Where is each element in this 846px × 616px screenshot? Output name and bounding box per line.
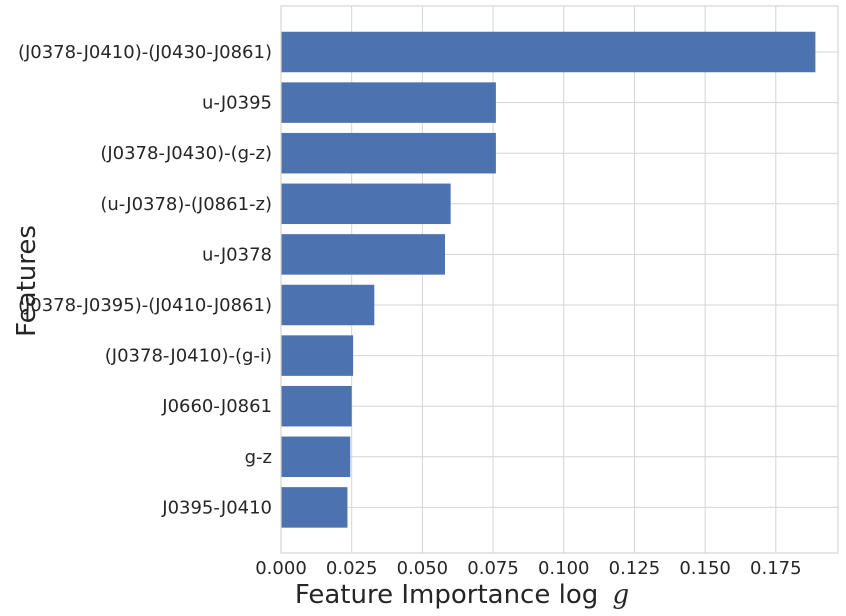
bar [281,487,348,528]
y-tick-label: J0660-J0861 [161,396,272,417]
bar [281,436,351,478]
x-axis-title-main: Feature Importance log [295,580,598,610]
y-tick-label: u-J0395 [202,93,272,114]
y-tick-label: u-J0378 [202,244,272,265]
x-tick-label: 0.050 [397,558,449,579]
plot-frame [280,5,839,554]
bar [281,385,352,427]
x-tick-labels: 0.000 0.025 0.050 0.075 0.100 0.125 0.150 0.175 [255,558,801,579]
bar [281,234,445,275]
x-tick-label: 0.075 [467,558,519,579]
bar [281,284,375,326]
x-tick-label: 0.100 [538,558,590,579]
y-tick-label: (J0378-J0395)-(J0410-J0861) [18,295,272,316]
x-tick-label: 0.150 [679,558,731,579]
bar [281,31,816,73]
y-tick-label: J0395-J0410 [161,497,272,518]
x-tick-label: 0.175 [750,558,802,579]
bar [281,82,496,123]
y-tick-label: (u-J0378)-(J0861-z) [100,194,272,215]
y-tick-label: (J0378-J0430)-(g-z) [100,143,272,164]
bar [281,335,354,376]
x-tick-label: 0.125 [609,558,661,579]
bars [281,31,816,528]
y-axis-title: Features [12,225,42,337]
bar [281,132,496,174]
y-tick-label: (J0378-J0410)-(J0430-J0861) [18,42,272,63]
x-tick-label: 0.025 [326,558,378,579]
y-tick-label: (J0378-J0410)-(g-i) [105,346,272,367]
bar [281,183,451,225]
x-tick-label: 0.000 [255,558,307,579]
x-axis-title: Feature Importance log g [295,580,629,610]
y-tick-label: g-z [245,447,272,468]
x-axis-title-symbol: g [613,580,630,610]
y-tick-labels: (J0378-J0410)-(J0430-J0861) u-J0395 (J0378… [18,42,272,518]
